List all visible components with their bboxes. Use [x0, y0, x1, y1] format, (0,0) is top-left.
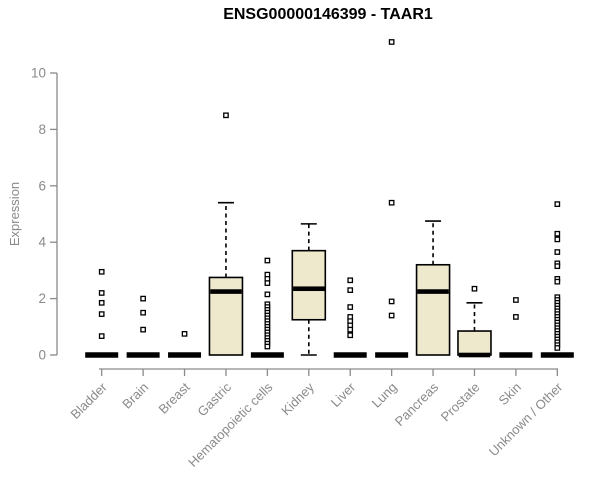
outlier-point — [140, 326, 146, 333]
outlier-point — [223, 112, 229, 119]
y-tick-label: 6 — [38, 178, 46, 193]
x-category-label: Liver — [328, 379, 359, 410]
collapsed-box-bladder — [85, 352, 119, 358]
outlier-point — [264, 257, 271, 264]
outlier-point — [140, 309, 146, 316]
outlier-point — [98, 268, 105, 275]
outlier-point — [347, 332, 354, 339]
outlier-point — [388, 39, 395, 45]
box-gastric — [208, 276, 244, 356]
outlier-point — [98, 333, 105, 339]
outlier-point — [554, 263, 561, 270]
x-category-label: Prostate — [438, 380, 483, 425]
outlier-point — [471, 285, 478, 292]
collapsed-box-liver — [333, 352, 367, 358]
median-line — [293, 286, 325, 292]
outlier-point — [347, 287, 354, 293]
outlier-point — [388, 199, 395, 206]
outlier-point — [513, 314, 519, 320]
median-line — [458, 352, 491, 358]
chart-title: ENSG00000146399 - TAAR1 — [223, 6, 433, 23]
outlier-point — [264, 343, 271, 350]
outlier-point — [264, 291, 271, 298]
outlier-point — [554, 278, 561, 285]
x-category-label: Breast — [155, 379, 192, 416]
outlier-point — [347, 277, 354, 284]
collapsed-box-brain — [126, 352, 160, 358]
y-tick-label: 0 — [38, 348, 46, 363]
outlier-point — [554, 201, 561, 207]
x-category-label: Kidney — [278, 379, 317, 418]
box-pancreas — [415, 263, 451, 356]
outlier-point — [388, 298, 395, 305]
outlier-point — [554, 345, 561, 351]
collapsed-box-unknown-other — [540, 352, 574, 358]
x-category-label: Lung — [369, 380, 400, 411]
median-line — [210, 289, 242, 294]
outlier-point — [98, 311, 105, 317]
x-category-label: Pancreas — [392, 379, 442, 429]
collapsed-box-skin — [499, 352, 533, 358]
x-category-label: Gastric — [194, 379, 234, 419]
y-tick-label: 10 — [31, 66, 46, 81]
collapsed-box-breast — [168, 352, 202, 358]
outlier-point — [554, 249, 561, 255]
outlier-point — [347, 326, 354, 333]
outlier-point — [347, 304, 354, 310]
box-prostate — [457, 330, 492, 356]
x-category-label: Bladder — [68, 379, 111, 422]
outlier-point — [140, 295, 146, 302]
outlier-point — [98, 299, 105, 306]
outlier-point — [264, 280, 271, 286]
y-tick-label: 4 — [38, 235, 46, 250]
median-line — [417, 289, 449, 294]
outlier-point — [513, 297, 519, 303]
x-category-label: Unknown / Other — [486, 379, 566, 459]
outlier-point — [181, 330, 188, 337]
collapsed-box-hematopoietic-cells — [250, 352, 284, 358]
x-category-label: Brain — [119, 380, 151, 412]
outlier-point — [554, 230, 561, 237]
y-tick-label: 2 — [38, 291, 46, 306]
outlier-point — [98, 290, 105, 296]
y-tick-label: 8 — [38, 122, 46, 137]
outlier-point — [554, 236, 561, 243]
x-category-label: Skin — [496, 380, 524, 408]
outlier-point — [388, 312, 395, 319]
collapsed-box-lung — [375, 352, 409, 358]
box-kidney — [291, 249, 327, 321]
